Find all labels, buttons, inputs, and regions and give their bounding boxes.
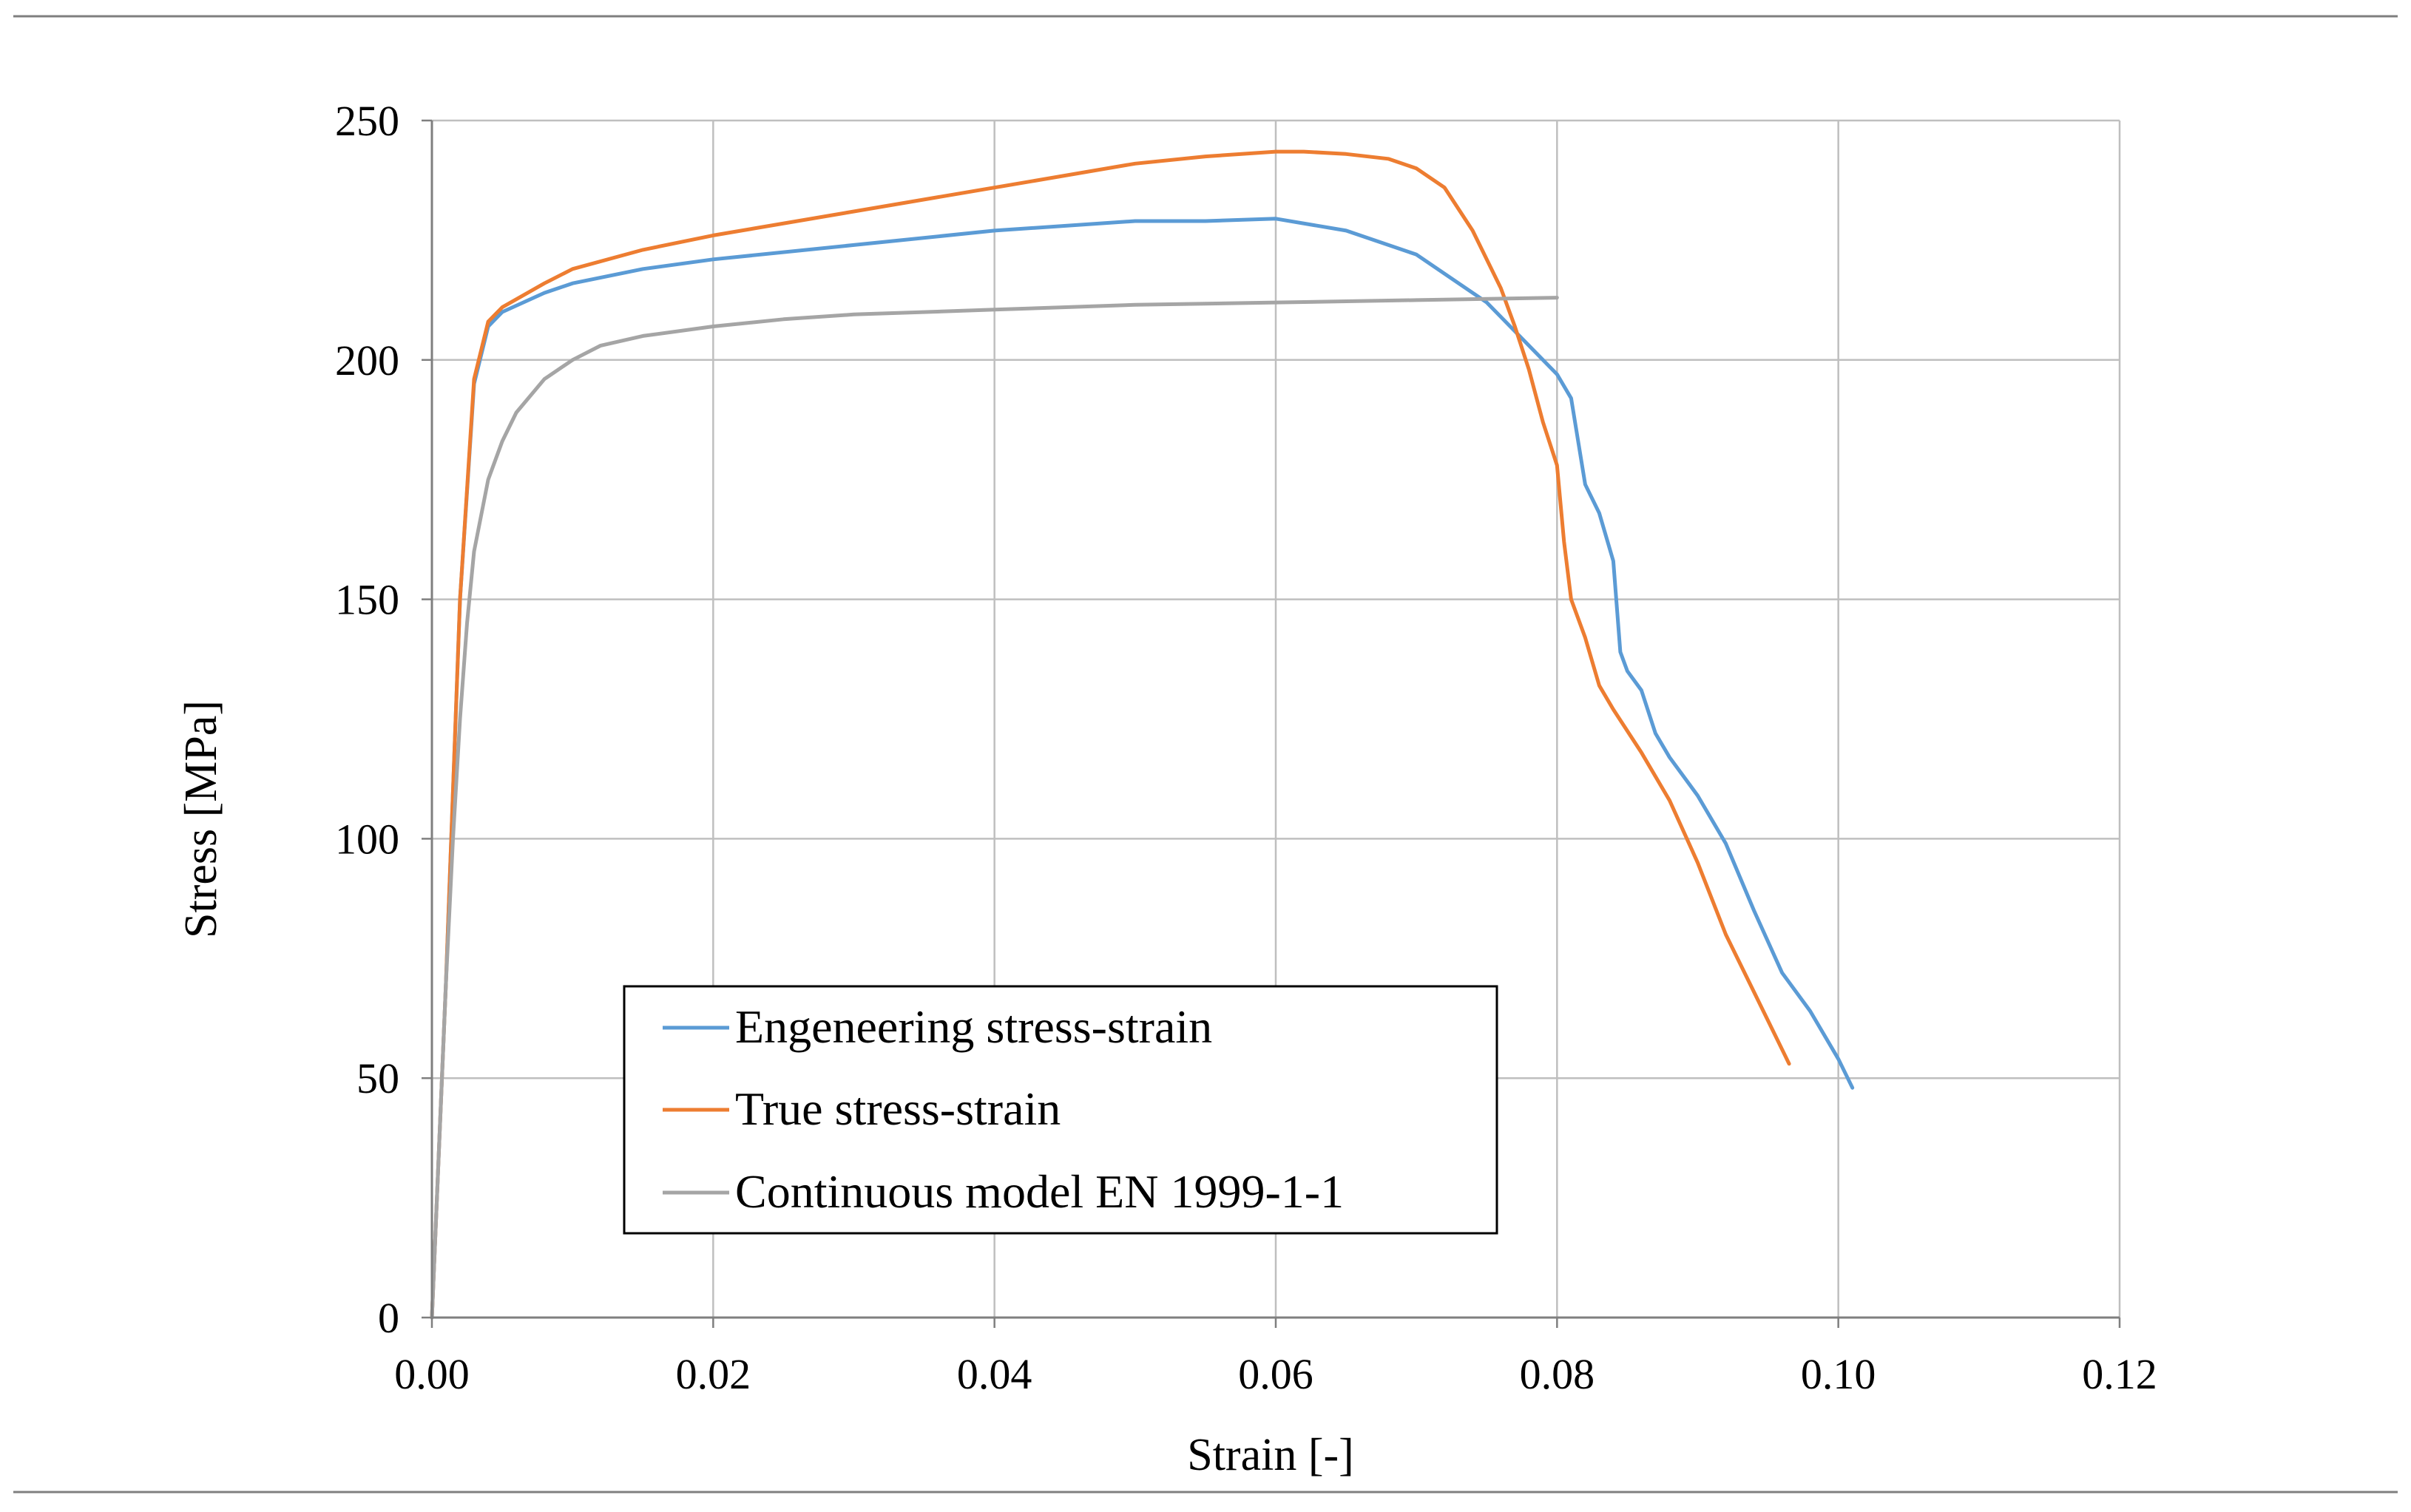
x-tick-label: 0.06 <box>1238 1350 1313 1398</box>
x-tick-label: 0.00 <box>394 1350 470 1398</box>
x-tick-label: 0.02 <box>676 1350 751 1398</box>
legend-label-continuous-model: Continuous model EN 1999-1-1 <box>735 1165 1344 1218</box>
series-lines <box>430 149 1855 1320</box>
x-axis-title: Strain [-] <box>1187 1430 1354 1480</box>
y-tick-label: 100 <box>335 815 399 863</box>
continuous-model-line <box>430 296 1559 1320</box>
x-tick-label: 0.08 <box>1520 1350 1595 1398</box>
y-tick-label: 150 <box>335 576 399 624</box>
legend-label-engineering: Engeneering stress-strain <box>735 1000 1212 1053</box>
y-tick-label: 50 <box>356 1054 399 1102</box>
true-stress-strain-line <box>430 149 1791 1320</box>
legend-box <box>623 985 1498 1235</box>
y-tick-label: 250 <box>335 97 399 145</box>
engineering-stress-strain-line <box>430 217 1855 1320</box>
x-tick-label: 0.12 <box>2082 1350 2157 1398</box>
y-tick-label: 0 <box>378 1294 399 1342</box>
y-tick-label: 200 <box>335 336 399 384</box>
legend-label-true: True stress-strain <box>735 1082 1061 1135</box>
legend: Engeneering stress-strain True stress-st… <box>623 985 1498 1235</box>
y-axis-title: Stress [MPa] <box>176 700 226 938</box>
x-tick-label: 0.04 <box>957 1350 1032 1398</box>
x-tick-label: 0.10 <box>1801 1350 1876 1398</box>
axes: 0.00 0.02 0.04 0.06 0.08 0.10 0.12 0 50 100 150 200… <box>335 97 2157 1398</box>
